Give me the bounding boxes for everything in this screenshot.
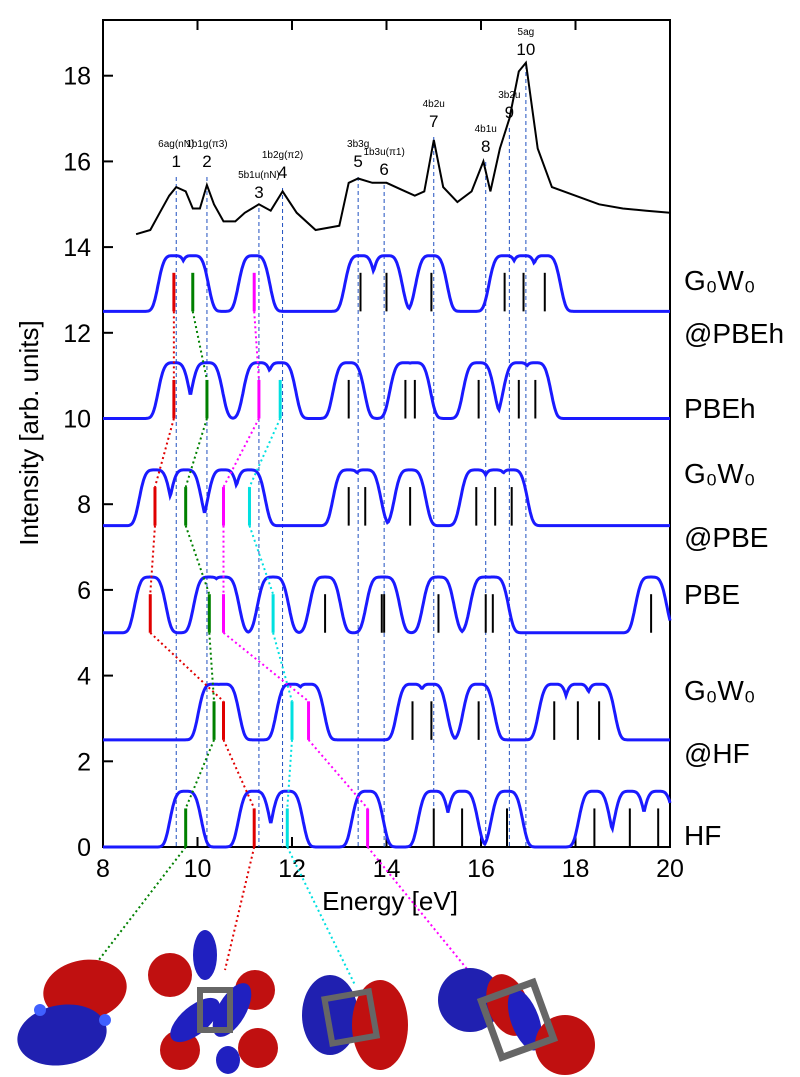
y-tick-label: 6 — [77, 577, 91, 605]
y-tick-label: 0 — [77, 834, 91, 862]
connector — [307, 739, 369, 810]
orbital-images — [17, 930, 595, 1075]
x-tick-label: 20 — [656, 855, 684, 883]
y-tick-label: 14 — [63, 234, 91, 262]
series-label: PBEh — [684, 393, 756, 424]
series-label: @HF — [684, 738, 750, 769]
connector — [208, 632, 216, 702]
x-tick-label: 16 — [467, 855, 495, 883]
peak-state: 6ag(nN) — [158, 139, 194, 150]
orbital-2 — [148, 930, 278, 1074]
y-tick-label: 18 — [63, 63, 91, 91]
peak-number: 7 — [429, 112, 438, 131]
spectrum-curve — [103, 789, 672, 849]
spectrum-curve — [103, 254, 670, 313]
peak-state: 1b3u(π1) — [363, 147, 404, 158]
experimental-curve — [135, 60, 671, 236]
connector — [184, 739, 215, 809]
peak-state: 1b2g(π2) — [262, 150, 303, 161]
series-label: PBE — [684, 579, 740, 610]
spectrum-curve — [103, 682, 670, 742]
connector — [184, 418, 208, 488]
connector — [149, 632, 225, 703]
series-label: G₀W₀ — [684, 265, 755, 296]
peak-number: 2 — [202, 152, 211, 171]
series-label: G₀W₀ — [684, 675, 755, 706]
connector — [253, 311, 260, 381]
orbital-connector — [366, 846, 481, 986]
orbital-3 — [302, 975, 408, 1070]
x-tick-label: 10 — [184, 855, 212, 883]
x-tick-label: 8 — [96, 855, 110, 883]
y-tick-label: 10 — [63, 406, 91, 434]
peak-number: 1 — [172, 152, 181, 171]
y-tick-label: 2 — [77, 748, 91, 776]
orbital-4 — [438, 968, 595, 1075]
series-label: HF — [684, 820, 721, 851]
connector — [184, 525, 211, 595]
spectrum-curve — [103, 468, 670, 528]
connector — [248, 525, 275, 595]
connector — [154, 418, 175, 488]
peak-state: 3b2u — [498, 90, 520, 101]
peak-number: 3 — [254, 183, 263, 202]
connector — [222, 631, 310, 703]
connector — [286, 739, 293, 809]
y-tick-label: 12 — [63, 320, 91, 348]
connector — [191, 311, 208, 381]
peak-state: 5ag — [518, 27, 535, 38]
peak-state: 1b1g(π3) — [186, 139, 227, 150]
peak-number: 5 — [353, 152, 362, 171]
orbital-1 — [17, 959, 127, 1066]
orbital-connector — [286, 846, 356, 986]
peak-state: 4b2u — [423, 99, 445, 110]
peak-number: 6 — [379, 160, 388, 179]
peak-number: 4 — [278, 163, 287, 182]
series-label: @PBE — [684, 522, 768, 553]
orbital-connector — [224, 846, 256, 971]
spectrum-curve — [103, 575, 672, 635]
y-tick-label: 16 — [63, 148, 91, 176]
connector — [222, 418, 260, 488]
peak-number: 9 — [505, 103, 514, 122]
x-tick-label: 12 — [278, 855, 306, 883]
spectrum-curve — [103, 361, 670, 421]
x-tick-label: 18 — [562, 855, 590, 883]
series-label: G₀W₀ — [684, 458, 755, 489]
x-axis-label: Energy [eV] — [322, 886, 458, 916]
y-axis-label: Intensity [arb. units] — [14, 320, 44, 545]
series-label: @PBEh — [684, 318, 784, 349]
peak-state: 3b3g — [347, 139, 369, 150]
y-tick-label: 4 — [77, 663, 91, 691]
connector — [222, 739, 256, 809]
peak-number: 10 — [516, 40, 535, 59]
peak-number: 8 — [481, 137, 490, 156]
y-tick-label: 8 — [77, 491, 91, 519]
connector — [272, 632, 293, 702]
peak-state: 5b1u(nN) — [238, 170, 280, 181]
peak-state: 4b1u — [475, 124, 497, 135]
connector — [149, 525, 156, 595]
